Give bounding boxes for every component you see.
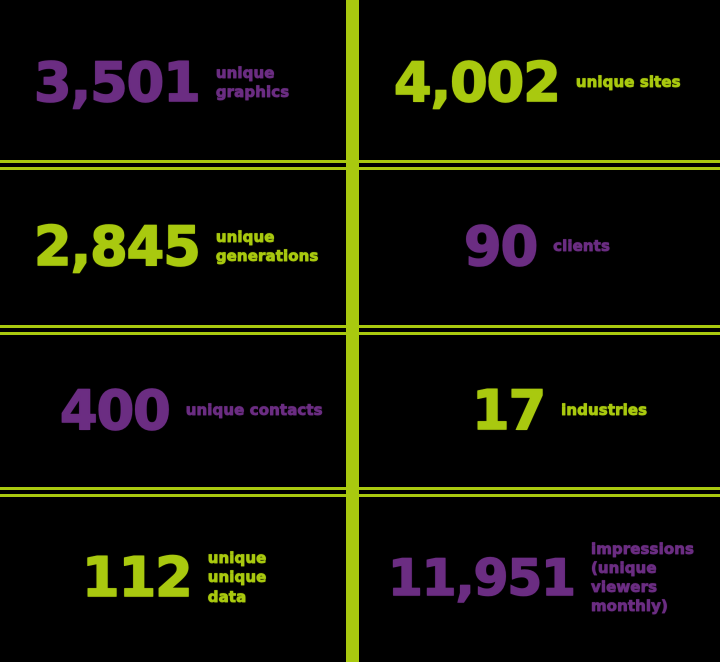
stat-value-unique-generations: 2,845 xyxy=(33,215,201,278)
stat-value-unique-graphics: 3,501 xyxy=(33,51,201,114)
stat-cell-impressions: 11,951 impressions (unique viewers month… xyxy=(352,494,720,662)
stat-label-clients: clients xyxy=(553,237,610,256)
stat-value-clients: 90 xyxy=(463,215,539,278)
stat-cell-unique-unique-data: 112 unique unique data xyxy=(0,494,352,662)
stat-cell-clients: 90 clients xyxy=(352,166,720,328)
stat-value-unique-unique-data: 112 xyxy=(81,546,193,609)
stat-label-unique-sites: unique sites xyxy=(575,73,681,92)
stat-value-industries: 17 xyxy=(471,379,547,442)
stat-value-unique-sites: 4,002 xyxy=(393,51,561,114)
stat-cell-unique-sites: 4,002 unique sites xyxy=(352,0,720,166)
stat-label-unique-generations: unique generations xyxy=(215,227,319,265)
stat-value-impressions: 11,951 xyxy=(387,549,576,607)
stat-value-unique-contacts: 400 xyxy=(59,379,171,442)
stat-label-unique-contacts: unique contacts xyxy=(185,401,323,420)
stat-label-impressions: impressions (unique viewers monthly) xyxy=(590,539,695,616)
stat-cell-unique-generations: 2,845 unique generations xyxy=(0,166,352,328)
stat-cell-unique-contacts: 400 unique contacts xyxy=(0,328,352,494)
stat-cell-unique-graphics: 3,501 unique graphics xyxy=(0,0,352,166)
stat-cell-industries: 17 industries xyxy=(352,328,720,494)
stat-label-industries: industries xyxy=(561,401,648,420)
stat-label-unique-unique-data: unique unique data xyxy=(207,549,267,606)
stat-label-unique-graphics: unique graphics xyxy=(215,63,290,101)
